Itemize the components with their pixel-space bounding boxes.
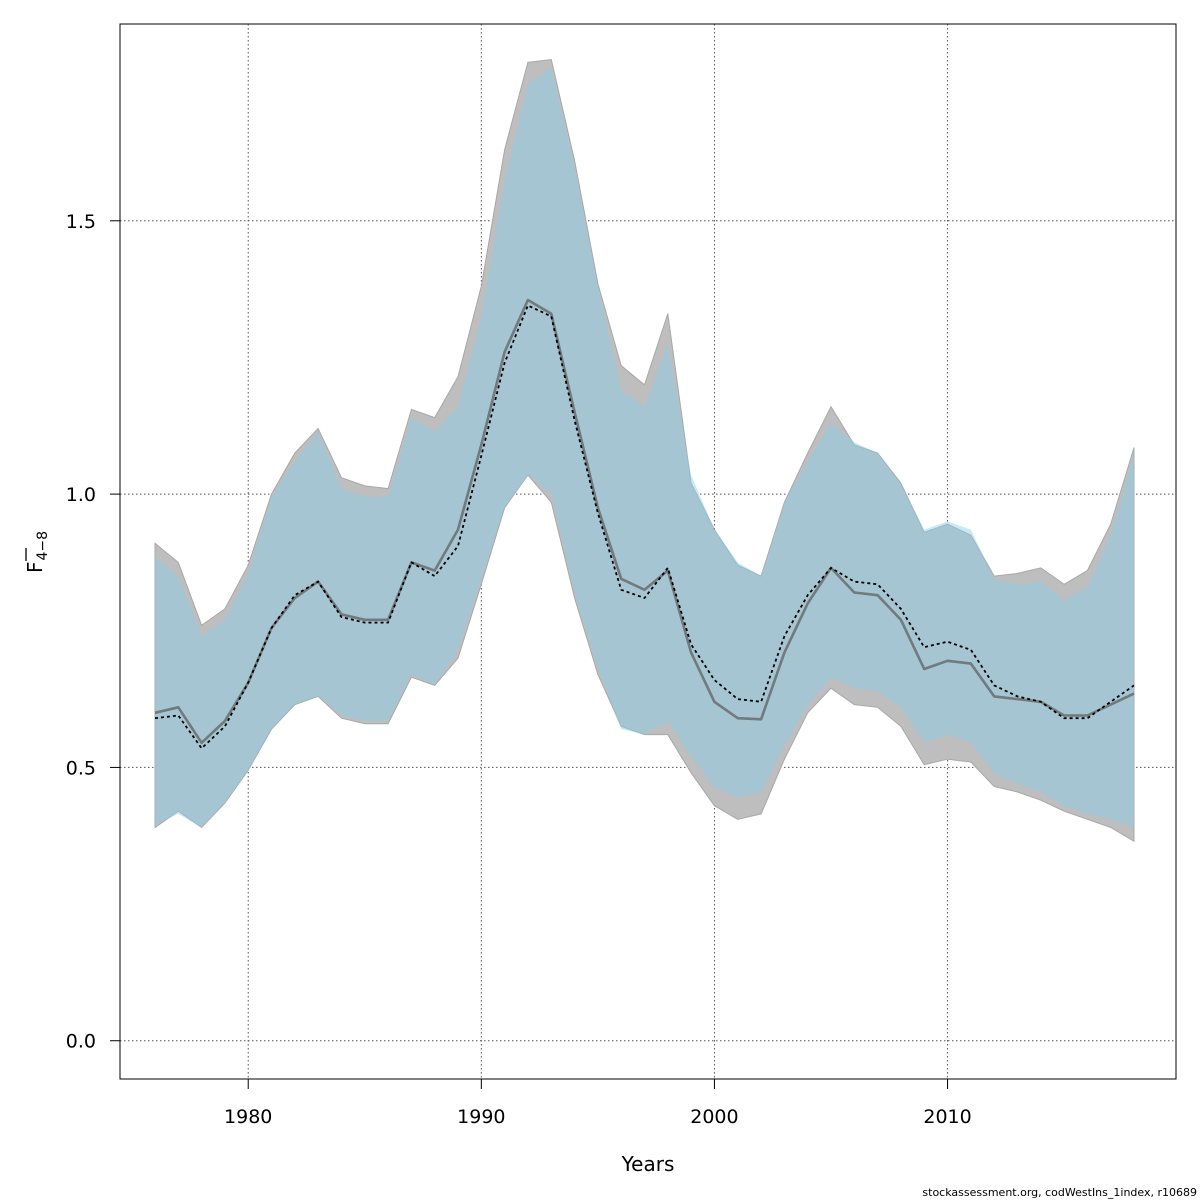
x-axis-label: Years [621, 1152, 675, 1176]
x-tick-label: 1980 [224, 1106, 272, 1128]
y-tick-label: 1.0 [66, 484, 96, 506]
y-tick-label: 1.5 [66, 211, 96, 233]
x-tick-label: 2010 [923, 1106, 971, 1128]
confidence-band-2 [155, 67, 1134, 828]
y-axis-label: F4−8 [23, 531, 51, 573]
confidence-band-1 [154, 58, 1135, 843]
axis-layer: 1980 1990 2000 2010 0.0 0.5 1.0 1.5 [66, 211, 972, 1128]
y-axis-label-base: F [23, 562, 47, 574]
footer-credit: stockassessment.org, codWestIns_1index, … [922, 1186, 1197, 1199]
x-tick-label: 1990 [457, 1106, 505, 1128]
estimate-line-2 [154, 304, 1135, 750]
y-axis-label-subscript: 4−8 [35, 531, 51, 561]
y-tick-label: 0.5 [66, 757, 96, 779]
plot-frame [119, 23, 1177, 1080]
y-tick-label: 0.0 [66, 1031, 96, 1053]
band-layer [154, 58, 1135, 843]
svg-text:F4−8: F4−8 [23, 531, 51, 573]
x-tick-label: 2000 [690, 1106, 738, 1128]
line-layer [154, 298, 1135, 750]
